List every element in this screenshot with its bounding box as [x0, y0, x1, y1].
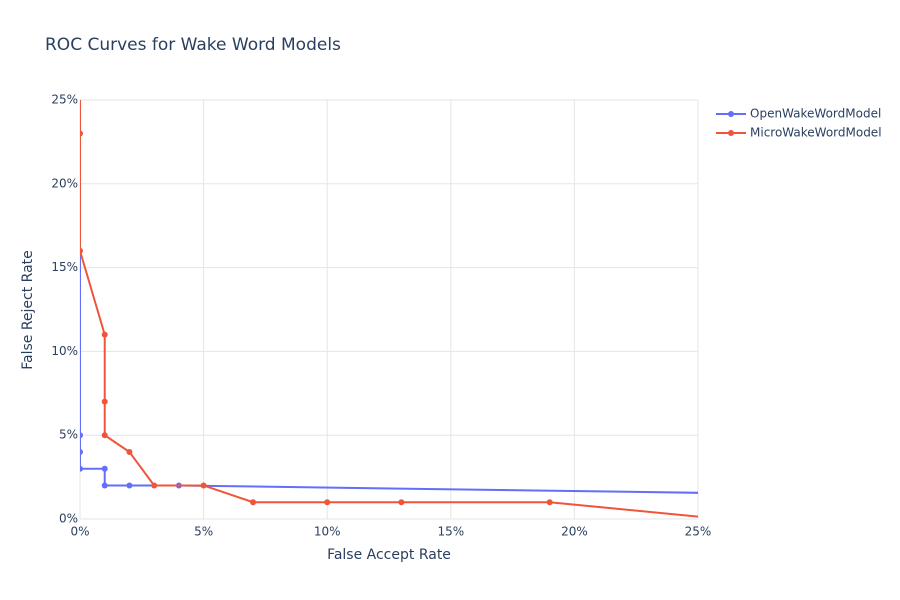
point — [151, 482, 158, 489]
y-axis-title: False Reject Rate — [20, 250, 36, 370]
x-tick-label: 0% — [70, 525, 89, 539]
legend-label: MicroWakeWordModel — [750, 126, 882, 140]
series-line — [80, 100, 698, 494]
point — [324, 499, 331, 506]
point — [80, 247, 83, 254]
point — [80, 432, 83, 439]
point — [80, 130, 83, 137]
legend-marker — [728, 130, 734, 136]
point — [200, 482, 207, 489]
x-tick-label: 10% — [314, 525, 341, 539]
point — [720, 516, 726, 522]
y-tick-label: 20% — [51, 176, 78, 190]
legend-marker — [728, 111, 734, 117]
point — [80, 465, 83, 472]
point — [126, 448, 133, 455]
point — [546, 499, 553, 506]
y-tick-label: 5% — [59, 428, 78, 442]
chart-title: ROC Curves for Wake Word Models — [45, 35, 341, 55]
point — [80, 448, 83, 455]
point — [101, 465, 108, 472]
point — [101, 482, 108, 489]
point — [101, 432, 108, 439]
point — [126, 482, 133, 489]
x-tick-label: 25% — [685, 525, 712, 539]
legend: OpenWakeWordModel MicroWakeWordModel — [716, 107, 882, 140]
y-tick-label: 15% — [51, 260, 78, 274]
x-tick-label: 5% — [194, 525, 213, 539]
grid — [79, 99, 699, 520]
series-line — [80, 100, 698, 518]
legend-label: OpenWakeWordModel — [750, 107, 881, 121]
point — [101, 398, 108, 405]
y-tick-label: 0% — [59, 512, 78, 526]
point — [398, 499, 405, 506]
y-tick-label: 25% — [51, 93, 78, 107]
y-tick-label: 10% — [51, 344, 78, 358]
x-tick-label: 20% — [561, 525, 588, 539]
point — [101, 331, 108, 338]
point — [250, 499, 257, 506]
x-tick-label: 15% — [437, 525, 464, 539]
x-axis-title: False Accept Rate — [327, 547, 451, 563]
plot-area — [80, 100, 726, 522]
